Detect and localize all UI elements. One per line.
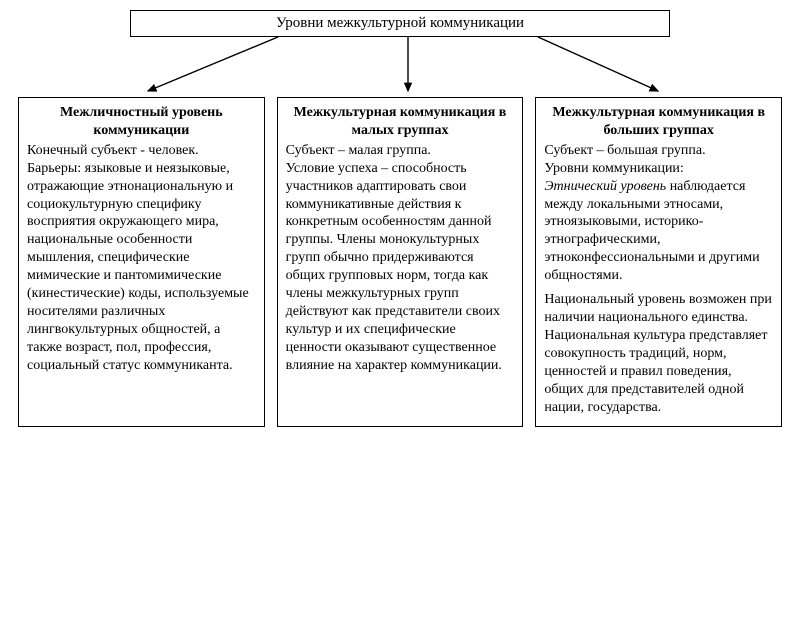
arrow-area (18, 37, 782, 97)
italic-lead: Этнический уровень (544, 179, 666, 194)
body-text: наблюдается между локальными этносами, э… (544, 179, 759, 284)
columns-container: Межличностный уровень коммуникацииКонечн… (18, 97, 782, 427)
top-title-box: Уровни межкультурной коммуникации (130, 10, 670, 37)
column-body-part: Уровни коммуникации: (544, 160, 773, 178)
column-body-part: Этнический уровень наблюдается между лок… (544, 178, 773, 285)
column-title: Межкультурная коммуникация в малых групп… (286, 104, 515, 140)
column-body-part: Субъект – большая группа. (544, 142, 773, 160)
column-body-part: Конечный субъект - человек. (27, 142, 256, 160)
column-box: Межличностный уровень коммуникацииКонечн… (18, 97, 265, 427)
column-body-part: Условие успеха – способность участников … (286, 160, 515, 375)
column-title: Межличностный уровень коммуникации (27, 104, 256, 140)
column-body: Конечный субъект - человек.Барьеры: язык… (27, 142, 256, 375)
column-body: Субъект – большая группа.Уровни коммуник… (544, 142, 773, 417)
column-body-part: Национальный уровень возможен при наличи… (544, 291, 773, 416)
arrows-svg (18, 37, 782, 97)
column-box: Межкультурная коммуникация в малых групп… (277, 97, 524, 427)
column-title: Межкультурная коммуникация в больших гру… (544, 104, 773, 140)
column-body-part: Барьеры: языковые и неязыковые, отражающ… (27, 160, 256, 375)
top-title-text: Уровни межкультурной коммуникации (276, 15, 524, 31)
arrow (538, 37, 658, 91)
column-box: Межкультурная коммуникация в больших гру… (535, 97, 782, 427)
column-body: Субъект – малая группа.Условие успеха – … (286, 142, 515, 375)
column-body-part: Субъект – малая группа. (286, 142, 515, 160)
arrow (148, 37, 278, 91)
